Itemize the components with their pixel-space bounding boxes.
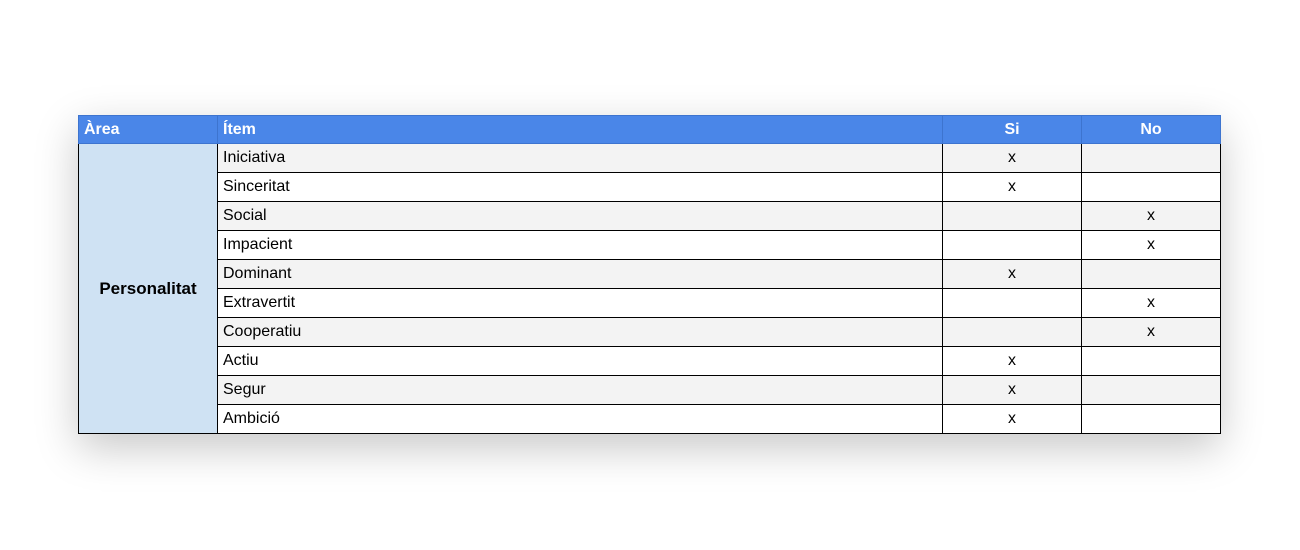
no-cell <box>1081 172 1221 202</box>
si-cell: x <box>942 346 1082 376</box>
table-row: Segur x <box>79 375 1221 405</box>
no-cell <box>1081 346 1221 376</box>
table-row: Social x <box>79 201 1221 231</box>
table-row: Impacient x <box>79 230 1221 260</box>
si-cell: x <box>942 172 1082 202</box>
table-container: Àrea Ítem Si No Personalitat Iniciativa x S… <box>78 115 1221 434</box>
item-cell: Extravertit <box>217 288 943 318</box>
table-row: Personalitat Iniciativa x <box>78 143 1221 434</box>
item-cell: Ambició <box>217 404 943 434</box>
no-cell <box>1081 404 1221 434</box>
header-row: Àrea Ítem Si No <box>78 115 1221 144</box>
si-cell: x <box>942 259 1082 289</box>
table-row: Dominant x <box>79 259 1221 289</box>
table-row: Actiu x <box>79 346 1221 376</box>
no-cell <box>1081 143 1221 173</box>
table-row: Ambició x <box>79 404 1221 434</box>
header-si: Si <box>942 115 1082 144</box>
si-cell <box>942 201 1082 231</box>
item-cell: Actiu <box>217 346 943 376</box>
item-cell: Segur <box>217 375 943 405</box>
personality-table: Àrea Ítem Si No Personalitat Iniciativa x S… <box>78 115 1221 434</box>
item-cell: Iniciativa <box>217 143 943 173</box>
table-row: Extravertit x <box>79 288 1221 318</box>
si-cell <box>942 288 1082 318</box>
header-area: Àrea <box>78 115 218 144</box>
si-cell: x <box>942 375 1082 405</box>
no-cell <box>1081 375 1221 405</box>
no-cell: x <box>1081 288 1221 318</box>
item-cell: Impacient <box>217 230 943 260</box>
header-item: Ítem <box>217 115 943 144</box>
no-cell: x <box>1081 317 1221 347</box>
item-cell: Cooperatiu <box>217 317 943 347</box>
si-cell: x <box>942 404 1082 434</box>
item-cell: Social <box>217 201 943 231</box>
item-cell: Dominant <box>217 259 943 289</box>
no-cell: x <box>1081 201 1221 231</box>
si-cell <box>942 317 1082 347</box>
si-cell: x <box>942 143 1082 173</box>
table-row: Cooperatiu x <box>79 317 1221 347</box>
no-cell: x <box>1081 230 1221 260</box>
si-cell <box>942 230 1082 260</box>
table-row: Sinceritat x <box>79 172 1221 202</box>
header-no: No <box>1081 115 1221 144</box>
item-cell: Sinceritat <box>217 172 943 202</box>
no-cell <box>1081 259 1221 289</box>
area-cell: Personalitat <box>78 143 218 434</box>
